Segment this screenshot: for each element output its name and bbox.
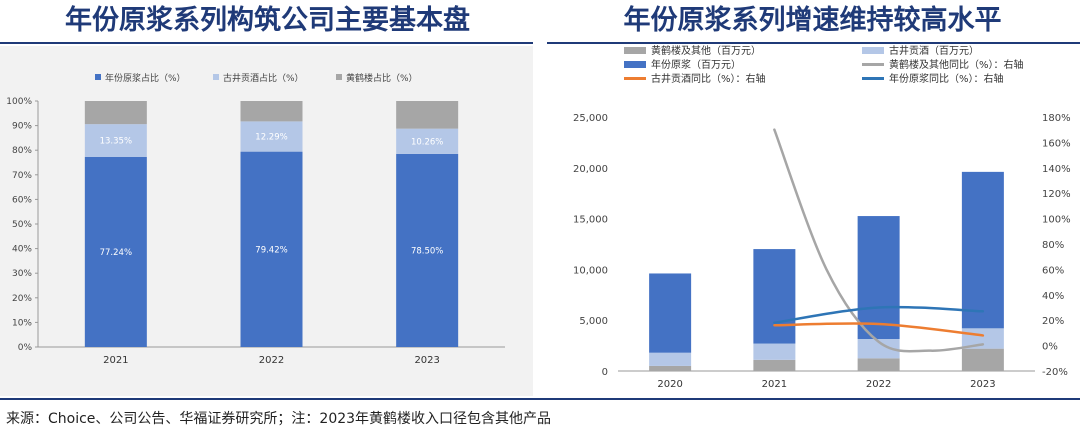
right-x-tick-label: 2023: [970, 379, 995, 390]
left-y-tick-label: 90%: [12, 122, 32, 132]
right-x-tick-label: 2020: [657, 379, 682, 390]
right-x-tick-label: 2021: [762, 379, 787, 390]
right-legend-label-6: 年份原浆同比（%）：右轴: [889, 72, 1004, 85]
left-bar-segment-2021-3: [84, 101, 147, 125]
right-y2-tick-label: 40%: [1042, 291, 1064, 302]
left-bar-segment-2022-3: [240, 101, 303, 122]
right-bar-segment-2022-3: [857, 216, 900, 339]
left-x-tick-label: 2023: [414, 355, 439, 366]
right-title-rule: [547, 42, 1080, 44]
left-y-tick-label: 50%: [12, 220, 32, 230]
right-y2-tick-label: 80%: [1042, 240, 1064, 251]
right-legend-label-5: 古井贡酒同比（%）：右轴: [651, 72, 766, 85]
left-bar-segment-2021-2: [84, 124, 147, 157]
right-bar-segment-2020-1: [649, 365, 692, 371]
left-y-tick-label: 40%: [12, 245, 32, 255]
right-y-tick-label: 15,000: [573, 215, 608, 226]
right-y2-tick-label: 120%: [1042, 189, 1071, 200]
left-bar-data-label: 10.26%: [411, 137, 443, 147]
right-y2-tick-label: 20%: [1042, 316, 1064, 327]
legend-swatch-3: [336, 74, 342, 80]
left-title-rule: [0, 42, 533, 44]
left-x-tick-label: 2022: [259, 355, 284, 366]
legend-swatch-1: [95, 74, 101, 80]
left-bar-data-label: 13.35%: [100, 137, 132, 147]
right-bar-segment-2023-3: [961, 171, 1004, 329]
left-y-tick-label: 60%: [12, 195, 32, 205]
right-legend-label-4: 黄鹤楼及其他同比（%）：右轴: [889, 58, 1024, 71]
right-y-tick-label: 20,000: [573, 164, 608, 175]
right-y-tick-label: 5,000: [579, 316, 608, 327]
left-bar-data-label: 77.24%: [100, 248, 132, 258]
source-note: 来源：Choice、公司公告、华福证券研究所；注：2023年黄鹤楼收入口径包含其…: [6, 411, 552, 427]
left-y-tick-label: 20%: [12, 294, 32, 304]
right-legend-label-2: 古井贡酒（百万元）: [889, 44, 979, 57]
right-growth-line-2: [773, 322, 985, 337]
left-chart-title: 年份原浆系列构筑公司主要基本盘: [65, 5, 470, 36]
right-legend-swatch-3: [624, 61, 646, 68]
right-bar-segment-2023-1: [961, 348, 1004, 371]
left-x-tick-label: 2021: [103, 355, 128, 366]
right-legend-swatch-2: [862, 47, 884, 54]
right-y-tick-label: 10,000: [573, 265, 608, 276]
charts-canvas: 年份原浆占比（%） 古井贡酒占比（%） 黄鹤楼占比（%） 0% 10% 20% 30% 40%…: [6, 44, 1071, 390]
legend-swatch-2: [213, 74, 219, 80]
left-stacked-share-chart: 年份原浆占比（%） 古井贡酒占比（%） 黄鹤楼占比（%） 0% 10% 20% 30% 40%…: [6, 72, 505, 366]
right-y2-tick-label: 140%: [1042, 164, 1071, 175]
left-bar-segment-2022-2: [240, 121, 303, 152]
right-bar-segment-2021-2: [753, 343, 796, 360]
right-y2-tick-label: 100%: [1042, 215, 1071, 226]
right-bar-segment-2020-3: [649, 273, 692, 353]
right-chart-title: 年份原浆系列增速维持较高水平: [623, 5, 1002, 36]
right-bar-segment-2020-2: [649, 352, 692, 366]
right-y-tick-label: 0: [602, 367, 608, 378]
right-legend-label-1: 黄鹤楼及其他（百万元）: [651, 44, 761, 57]
right-growth-line-1: [773, 128, 985, 353]
right-growth-line-3: [773, 305, 985, 324]
right-revenue-growth-chart: 黄鹤楼及其他（百万元） 古井贡酒（百万元） 年份原浆（百万元） 黄鹤楼及其他同比（%）…: [573, 44, 1071, 390]
legend-label-2: 古井贡酒占比（%）: [223, 72, 304, 84]
right-legend-swatch-1: [624, 47, 646, 54]
right-legend-label-3: 年份原浆（百万元）: [651, 58, 741, 71]
right-y2-tick-label: 60%: [1042, 265, 1064, 276]
left-y-tick-label: 0%: [18, 343, 33, 353]
footer-rule: [0, 398, 1080, 400]
left-bar-data-label: 12.29%: [255, 133, 287, 143]
left-y-tick-label: 70%: [12, 171, 32, 181]
left-bar-data-label: 79.42%: [255, 245, 287, 255]
left-bar-segment-2023-2: [396, 128, 459, 154]
left-bar-segment-2021-1: [84, 156, 147, 347]
right-bar-segment-2021-1: [753, 359, 796, 371]
left-y-tick-label: 10%: [12, 318, 32, 328]
right-y2-tick-label: 180%: [1042, 113, 1071, 124]
legend-label-1: 年份原浆占比（%）: [105, 72, 186, 84]
legend-label-3: 黄鹤楼占比（%）: [346, 72, 418, 84]
left-y-tick-label: 100%: [6, 97, 32, 107]
right-bar-segment-2021-3: [753, 249, 796, 344]
left-bar-segment-2023-3: [396, 101, 459, 129]
right-y2-tick-label: 160%: [1042, 138, 1071, 149]
left-bar-segment-2023-1: [396, 153, 459, 347]
right-bar-segment-2022-2: [857, 338, 900, 359]
left-y-tick-label: 30%: [12, 269, 32, 279]
left-y-tick-label: 80%: [12, 146, 32, 156]
right-x-tick-label: 2022: [866, 379, 891, 390]
left-bar-segment-2022-1: [240, 151, 303, 347]
right-bar-segment-2022-1: [857, 358, 900, 371]
right-y2-tick-label: 0%: [1042, 342, 1058, 353]
right-y2-tick-label: -20%: [1042, 367, 1068, 378]
left-bar-data-label: 78.50%: [411, 246, 443, 256]
right-y-tick-label: 25,000: [573, 113, 608, 124]
